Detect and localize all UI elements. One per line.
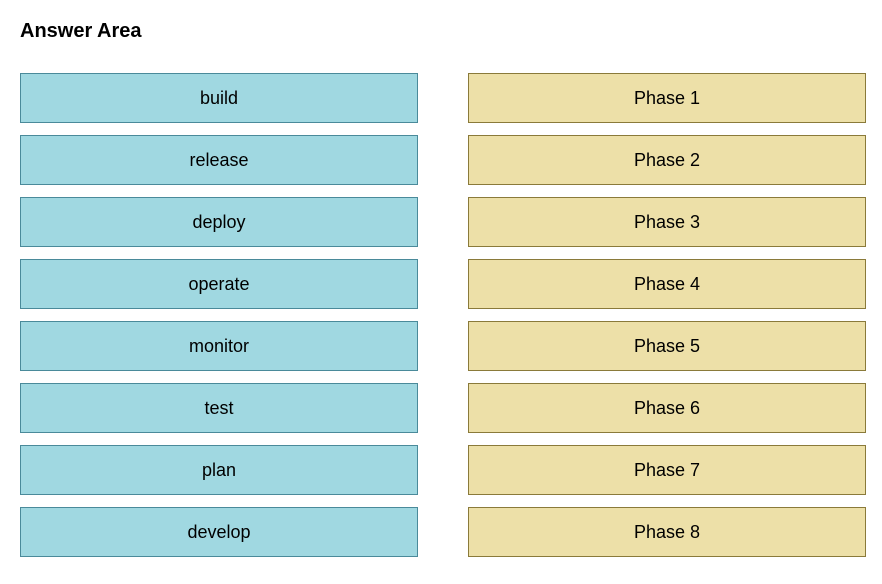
target-slot[interactable]: Phase 5	[468, 321, 866, 371]
source-item[interactable]: test	[20, 383, 418, 433]
source-item[interactable]: deploy	[20, 197, 418, 247]
answer-area-container: build release deploy operate monitor tes…	[20, 73, 862, 557]
right-column: Phase 1 Phase 2 Phase 3 Phase 4 Phase 5 …	[468, 73, 866, 557]
target-slot[interactable]: Phase 7	[468, 445, 866, 495]
source-item[interactable]: develop	[20, 507, 418, 557]
page-title: Answer Area	[20, 20, 862, 43]
source-item[interactable]: release	[20, 135, 418, 185]
target-slot[interactable]: Phase 2	[468, 135, 866, 185]
target-slot[interactable]: Phase 1	[468, 73, 866, 123]
source-item[interactable]: operate	[20, 259, 418, 309]
source-item[interactable]: monitor	[20, 321, 418, 371]
source-item[interactable]: plan	[20, 445, 418, 495]
target-slot[interactable]: Phase 3	[468, 197, 866, 247]
left-column: build release deploy operate monitor tes…	[20, 73, 418, 557]
target-slot[interactable]: Phase 6	[468, 383, 866, 433]
target-slot[interactable]: Phase 8	[468, 507, 866, 557]
target-slot[interactable]: Phase 4	[468, 259, 866, 309]
source-item[interactable]: build	[20, 73, 418, 123]
